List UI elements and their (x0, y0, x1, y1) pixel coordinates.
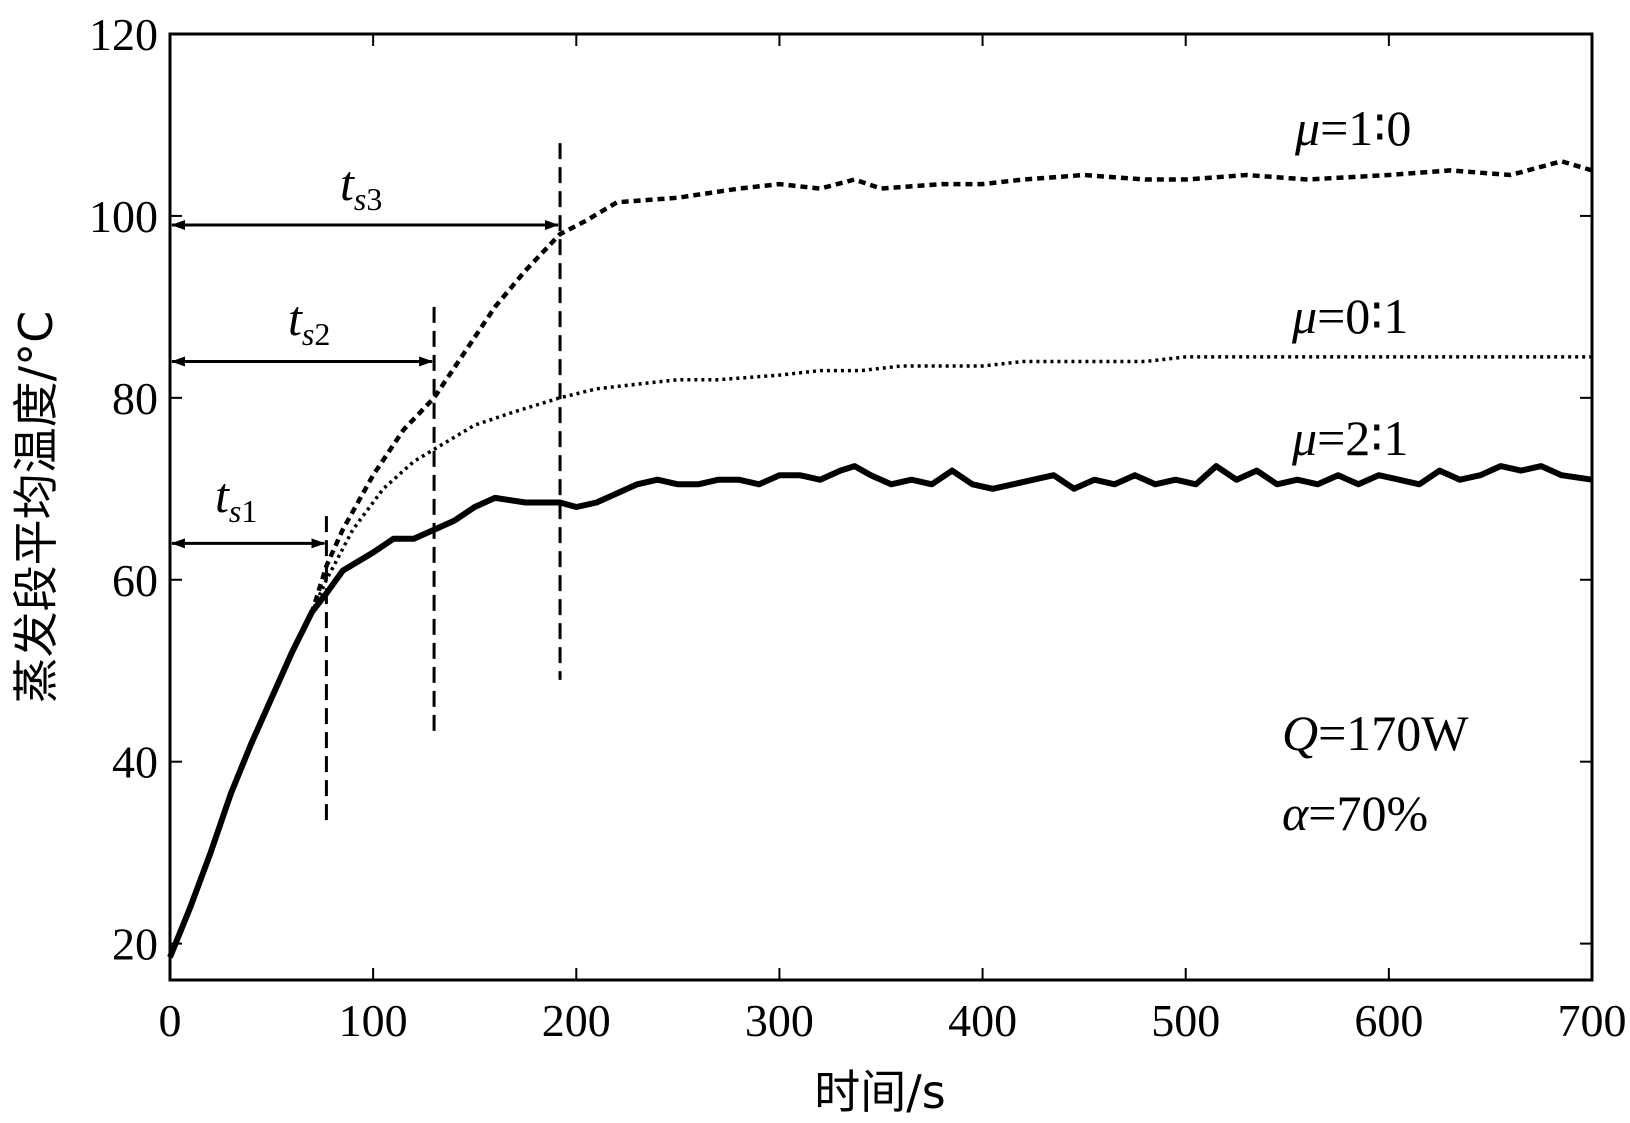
ts3-label: ts3 (340, 155, 382, 217)
y-tick-label: 100 (89, 191, 158, 242)
ts1-label: ts1 (215, 467, 257, 529)
condition-alpha: α=70% (1282, 785, 1428, 841)
y-tick-label: 60 (112, 555, 158, 606)
series-label-1: μ=1∶0 (1294, 100, 1411, 156)
x-tick-label: 200 (542, 995, 611, 1046)
y-ticks: 20 40 60 80 100 120 (89, 9, 1592, 970)
y-axis-title: 蒸发段平均温度/°C (9, 311, 63, 704)
plot-frame (168, 32, 1594, 982)
ts2-label: ts2 (288, 290, 330, 352)
condition-q: Q=170W (1282, 705, 1469, 761)
plot-marks (167, 143, 1593, 959)
x-tick-label: 300 (745, 995, 814, 1046)
x-tick-label: 0 (159, 995, 182, 1046)
series-label-2: μ=0∶1 (1291, 288, 1408, 344)
x-ticks: 0 100 200 300 400 500 600 700 (159, 34, 1627, 1046)
x-tick-label: 100 (339, 995, 408, 1046)
x-tick-label: 400 (948, 995, 1017, 1046)
y-tick-label: 20 (112, 919, 158, 970)
y-tick-label: 120 (89, 9, 158, 60)
series-label-3: μ=2∶1 (1291, 410, 1408, 466)
x-axis-title: 时间/s (814, 1065, 945, 1119)
y-tick-label: 80 (112, 373, 158, 424)
y-tick-label: 40 (112, 737, 158, 788)
x-tick-label: 600 (1354, 995, 1423, 1046)
x-tick-label: 700 (1558, 995, 1627, 1046)
x-tick-label: 500 (1151, 995, 1220, 1046)
series-line-3 (167, 463, 1593, 959)
